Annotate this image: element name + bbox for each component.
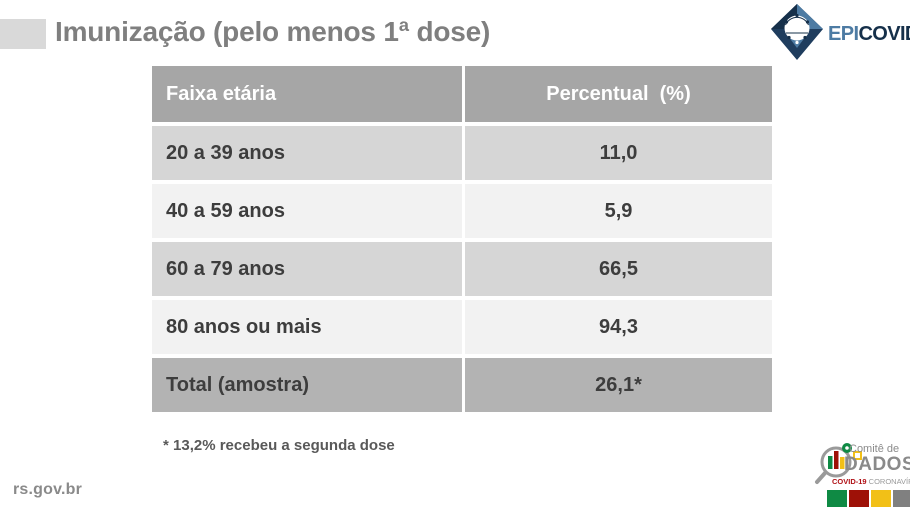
column-header-percent: Percentual (%) [465, 66, 772, 122]
strip-green-block [827, 490, 847, 507]
epicovid19-wordmark: EPICOVID19 [828, 23, 910, 46]
epicovid19-wordmark-epi: EPI [828, 23, 859, 45]
row-value: 94,3 [465, 300, 772, 354]
epicovid19-logo: EPICOVID19 [768, 4, 910, 65]
comite-de-dados-logo: Comitê de DADOS COVID-19 CORONAVÍRUS [813, 441, 910, 489]
row-label: 40 a 59 anos [152, 184, 462, 238]
row-value: 5,9 [465, 184, 772, 238]
row-value: 66,5 [465, 242, 772, 296]
page-title: Imunização (pelo menos 1ª dose) [55, 16, 491, 47]
epicovid19-wordmark-covid: COVID19 [858, 23, 910, 45]
column-header-age: Faixa etária [152, 66, 462, 122]
total-label: Total (amostra) [152, 358, 462, 412]
title-accent-bar [0, 19, 46, 49]
table-total-row: Total (amostra) 26,1* [152, 358, 772, 412]
comite-line3: COVID-19 CORONAVÍRUS [832, 477, 910, 486]
comite-coronavirus-label: CORONAVÍRUS [868, 477, 910, 486]
strip-red-block [849, 490, 869, 507]
footnote: * 13,2% recebeu a segunda dose [163, 437, 395, 454]
state-colors-strip [827, 490, 910, 507]
table-row: 40 a 59 anos 5,9 [152, 184, 772, 238]
table-header-row: Faixa etária Percentual (%) [152, 66, 772, 122]
table-row: 80 anos ou mais 94,3 [152, 300, 772, 354]
row-label: 20 a 39 anos [152, 126, 462, 180]
epicovid19-diamond-icon [768, 4, 826, 65]
immunization-table: Faixa etária Percentual (%) 20 a 39 anos… [152, 66, 772, 412]
row-value: 11,0 [465, 126, 772, 180]
row-label: 60 a 79 anos [152, 242, 462, 296]
strip-gray-block [893, 490, 910, 507]
strip-yellow-block [871, 490, 891, 507]
comite-line2: DADOS [844, 454, 910, 475]
row-label: 80 anos ou mais [152, 300, 462, 354]
comite-covid19-label: COVID-19 [832, 477, 867, 486]
table-row: 20 a 39 anos 11,0 [152, 126, 772, 180]
rs-gov-br-label: rs.gov.br [13, 481, 83, 498]
comite-line1: Comitê de [849, 443, 900, 455]
table-row: 60 a 79 anos 66,5 [152, 242, 772, 296]
total-value: 26,1* [465, 358, 772, 412]
